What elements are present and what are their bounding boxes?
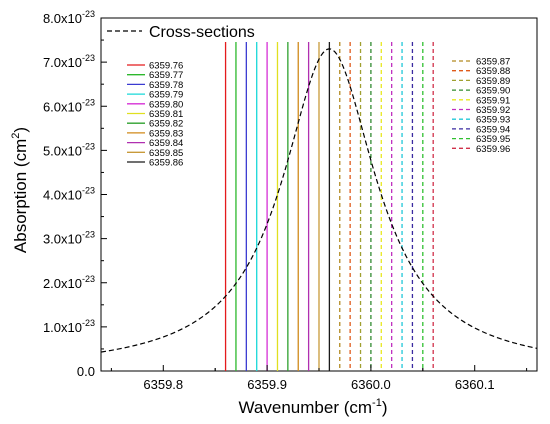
legend-item-6359-81: 6359.81: [127, 109, 183, 120]
spectral-lines: [224, 42, 434, 371]
legend-label: 6359.91: [476, 95, 510, 106]
legend-label: 6359.84: [149, 138, 183, 149]
legend-label: 6359.82: [149, 119, 183, 130]
y-tick-label: 1.0x10-23: [43, 318, 95, 335]
legend-label: 6359.77: [149, 70, 183, 81]
x-tick-label: 6360.0: [351, 377, 391, 392]
legend-label: 6359.78: [149, 80, 183, 91]
legend-label: 6359.96: [476, 144, 510, 155]
y-tick-label: 2.0x10-23: [43, 274, 95, 291]
cross-section-line: [100, 48, 538, 353]
legend-item-6359-91: 6359.91: [452, 95, 510, 106]
y-tick-label: 4.0x10-23: [43, 186, 95, 203]
y-tick-label: 6.0x10-23: [43, 97, 95, 114]
legend-item-6359-92: 6359.92: [452, 105, 510, 116]
legend-item-6359-77: 6359.77: [127, 70, 183, 81]
legend-label: 6359.85: [149, 148, 183, 159]
y-tick-label: 5.0x10-23: [43, 141, 95, 158]
cross-section-curve: [100, 48, 538, 353]
x-tick-label: 6360.1: [455, 377, 495, 392]
legend-item-6359-76: 6359.76: [127, 61, 183, 72]
x-axis-label: Wavenumber (cm-1): [239, 397, 388, 417]
legend-label: 6359.94: [476, 124, 510, 135]
legend-item-6359-93: 6359.93: [452, 115, 510, 126]
legend-cross-sections-label: Cross-sections: [149, 24, 255, 41]
legend-label: 6359.83: [149, 128, 183, 139]
legend-item-6359-96: 6359.96: [452, 144, 510, 155]
legend-label: 6359.93: [476, 115, 510, 126]
legend-label: 6359.89: [476, 76, 510, 87]
legend-cross-sections: Cross-sections: [107, 24, 255, 41]
legend-item-6359-89: 6359.89: [452, 76, 510, 87]
legend-label: 6359.76: [149, 61, 183, 72]
legend-item-6359-82: 6359.82: [127, 119, 183, 130]
legend-label: 6359.79: [149, 90, 183, 101]
legend-item-6359-87: 6359.87: [452, 57, 510, 68]
legend-item-6359-94: 6359.94: [452, 124, 510, 135]
legend-item-6359-86: 6359.86: [127, 158, 183, 169]
legend-label: 6359.81: [149, 109, 183, 120]
legend-item-6359-90: 6359.90: [452, 86, 510, 97]
y-tick-label: 0.0: [77, 364, 95, 379]
legend-label: 6359.88: [476, 66, 510, 77]
x-tick-label: 6359.9: [247, 377, 287, 392]
y-tick-label: 3.0x10-23: [43, 230, 95, 247]
legend-label: 6359.86: [149, 158, 183, 169]
legend-item-6359-80: 6359.80: [127, 99, 183, 110]
legend-item-6359-95: 6359.95: [452, 134, 510, 145]
legend-item-6359-79: 6359.79: [127, 90, 183, 101]
legend-item-6359-78: 6359.78: [127, 80, 183, 91]
legend-item-6359-88: 6359.88: [452, 66, 510, 77]
axes: 0.0 1.0x10-23 2.0x10-23 3.0x10-23 4.0x10-23 5…: [43, 9, 528, 392]
legend-label: 6359.90: [476, 86, 510, 97]
legend-label: 6359.92: [476, 105, 510, 116]
x-tick-label: 6359.8: [143, 377, 183, 392]
legend-label: 6359.80: [149, 99, 183, 110]
y-tick-label: 7.0x10-23: [43, 53, 95, 70]
legend-item-6359-85: 6359.85: [127, 148, 183, 159]
legend-item-6359-83: 6359.83: [127, 128, 183, 139]
y-tick-label: 8.0x10-23: [43, 9, 95, 26]
legend: Cross-sections6359.766359.776359.786359.…: [107, 24, 510, 169]
legend-label: 6359.87: [476, 57, 510, 68]
legend-label: 6359.95: [476, 134, 510, 145]
y-axis-label: Absorption (cm2): [10, 127, 30, 253]
legend-item-6359-84: 6359.84: [127, 138, 183, 149]
